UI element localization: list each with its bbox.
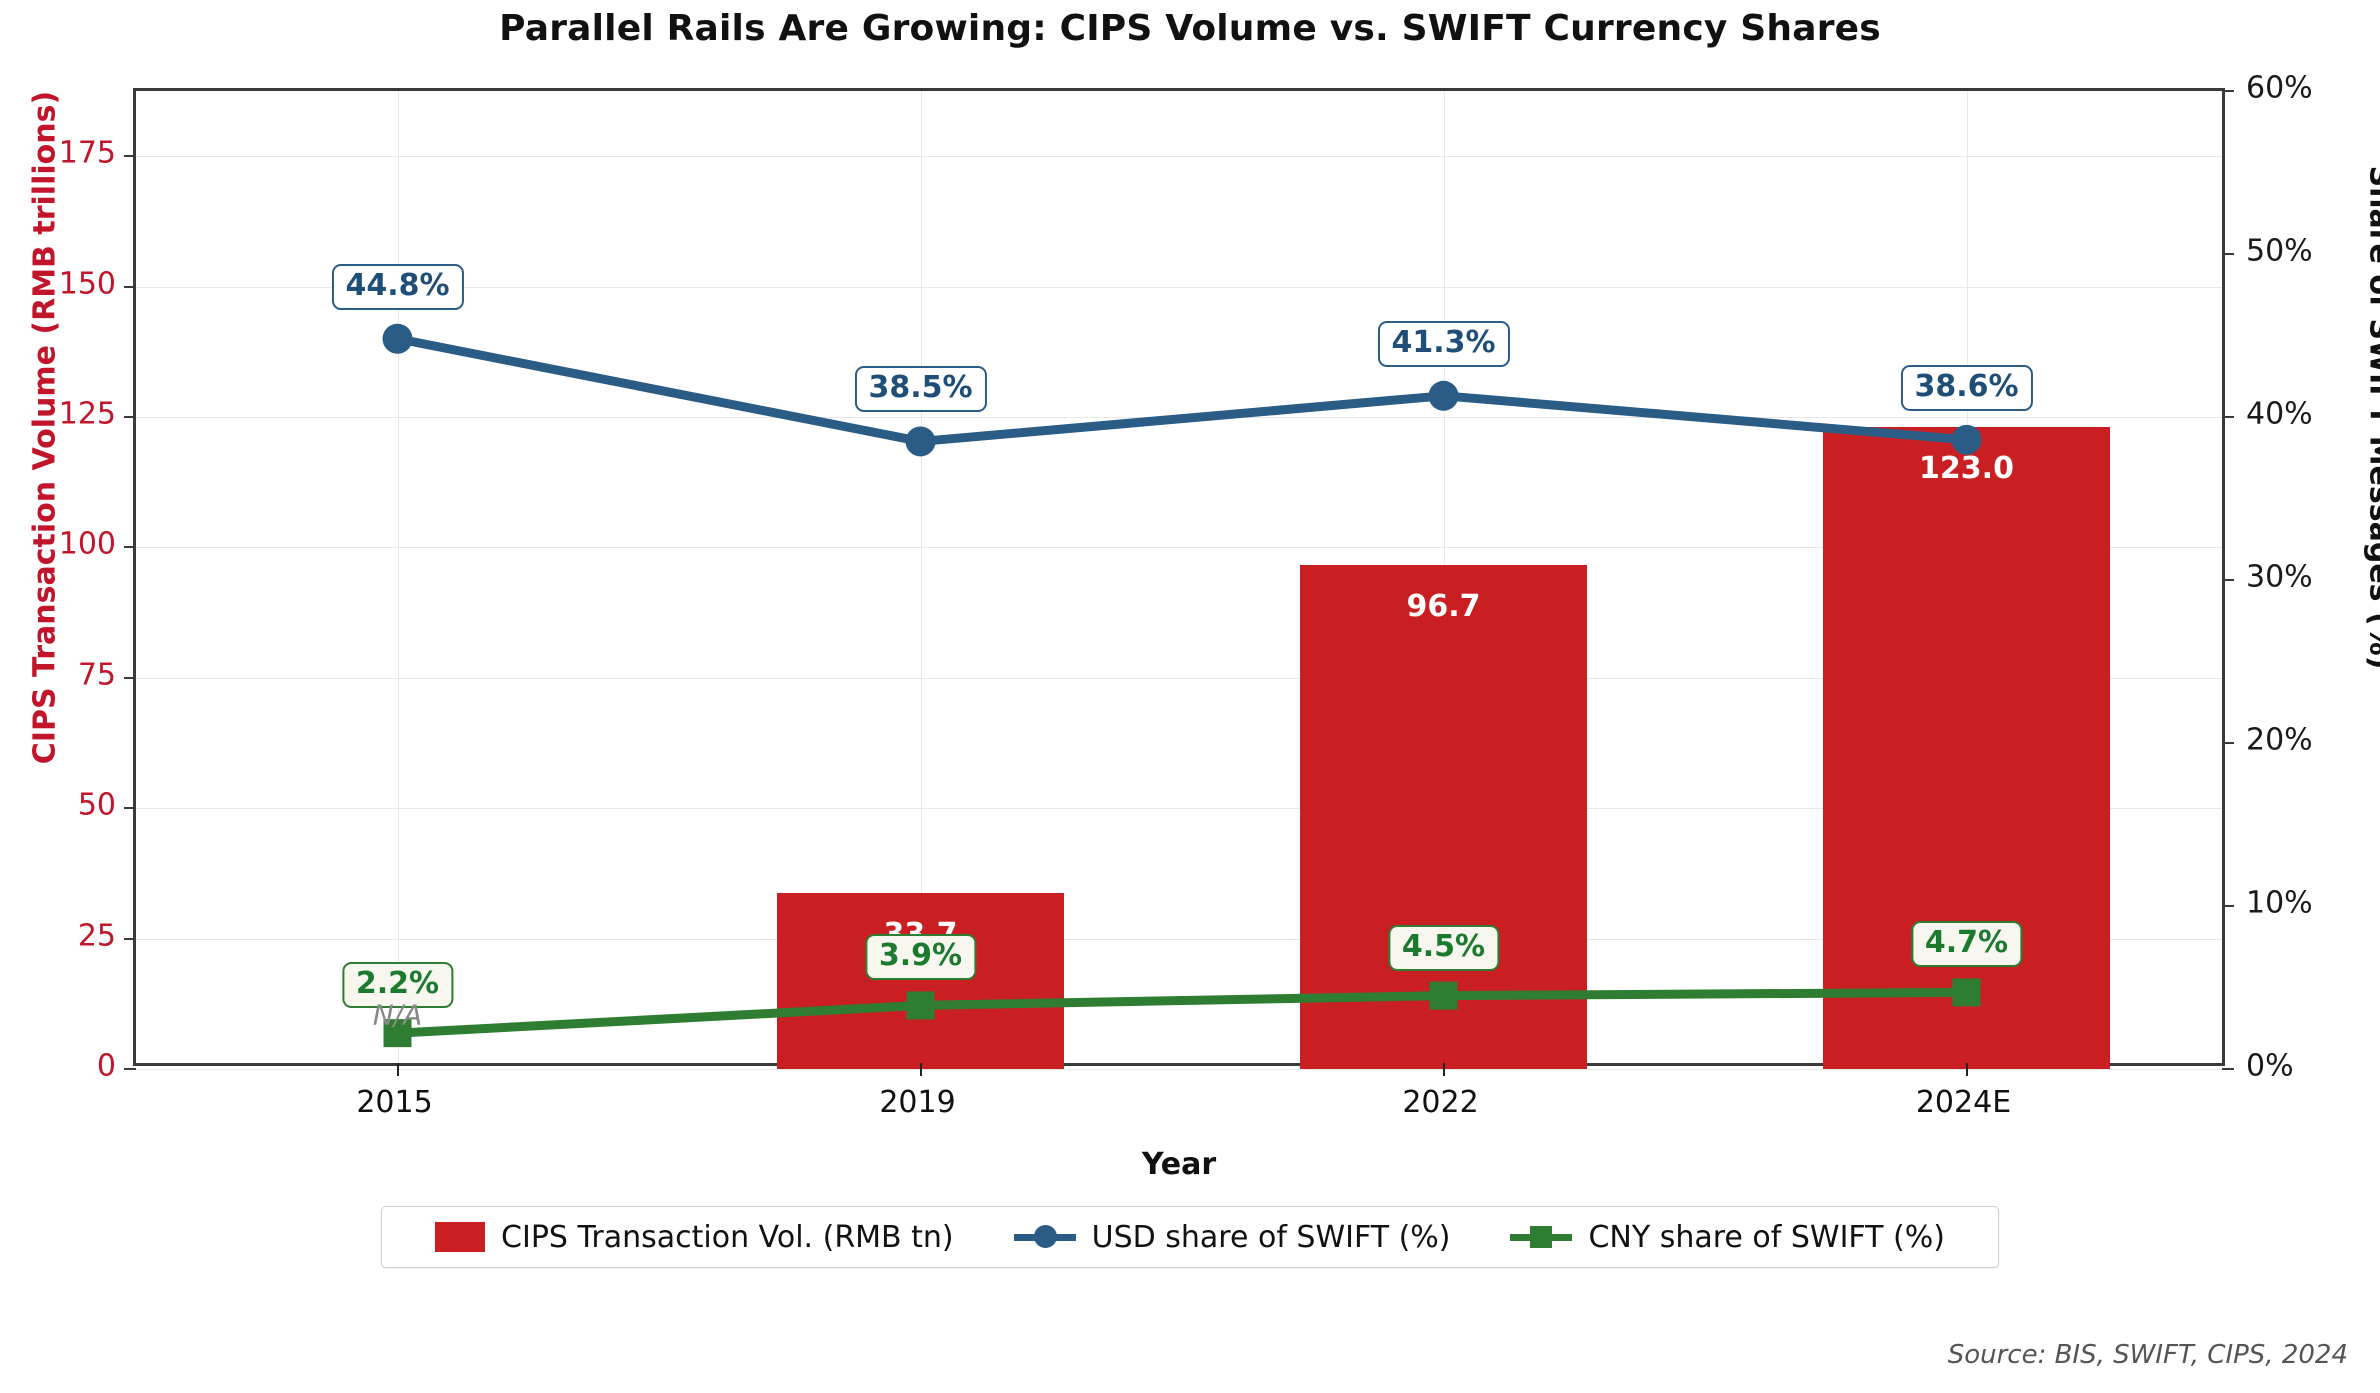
right-axis-tick-label: 40% bbox=[2246, 396, 2313, 432]
line-series-layer bbox=[382, 323, 1982, 1048]
left-axis-tick-label: 150 bbox=[58, 266, 116, 302]
marker-cny-2019[interactable] bbox=[906, 991, 935, 1020]
right-tick-mark bbox=[2222, 579, 2234, 581]
legend-item-cny[interactable]: CNY share of SWIFT (%) bbox=[1510, 1219, 1945, 1255]
left-tick-mark bbox=[124, 807, 136, 810]
left-tick-mark bbox=[124, 155, 136, 158]
chart-title: Parallel Rails Are Growing: CIPS Volume … bbox=[499, 8, 1881, 49]
right-axis-tick-label: 50% bbox=[2246, 233, 2313, 269]
gridline-horizontal bbox=[136, 286, 2222, 288]
legend-label: CNY share of SWIFT (%) bbox=[1588, 1219, 1945, 1255]
right-axis-tick-label: 30% bbox=[2246, 559, 2313, 595]
x-axis-title: Year bbox=[1141, 1147, 1217, 1182]
marker-usd-2024E[interactable] bbox=[1951, 424, 1982, 455]
bar-2019[interactable] bbox=[776, 893, 1065, 1069]
legend-label: USD share of SWIFT (%) bbox=[1091, 1219, 1451, 1255]
x-tick-mark bbox=[1965, 1063, 1968, 1076]
gridline-vertical bbox=[920, 91, 922, 1063]
legend-swatch-line-icon bbox=[1510, 1225, 1573, 1249]
right-tick-mark bbox=[2222, 1068, 2234, 1070]
marker-usd-2015[interactable] bbox=[382, 323, 413, 354]
left-axis-tick-label: 100 bbox=[58, 526, 116, 562]
x-axis-tick-label-2015: 2015 bbox=[356, 1085, 433, 1120]
line-cny bbox=[393, 987, 1971, 1038]
right-tick-mark bbox=[2222, 253, 2234, 255]
plot-area: 33.796.7123.044.8%38.5%41.3%38.6%2.2%3.9… bbox=[124, 88, 2234, 1076]
gridline-horizontal bbox=[136, 677, 2222, 679]
left-axis-tick-label: 75 bbox=[77, 657, 116, 693]
legend-marker-circle-icon bbox=[1033, 1225, 1057, 1248]
right-axis-tick-label: 10% bbox=[2246, 885, 2313, 921]
right-tick-mark bbox=[2222, 905, 2234, 907]
x-axis-tick-label-2022: 2022 bbox=[1402, 1085, 1479, 1120]
marker-usd-2022[interactable] bbox=[1428, 380, 1459, 411]
usd-value-label-2019: 38.5% bbox=[854, 366, 987, 413]
cny-value-label-2024E: 4.7% bbox=[1910, 921, 2023, 968]
right-axis-tick-label: 60% bbox=[2246, 70, 2313, 106]
usd-value-label-2022: 41.3% bbox=[1377, 320, 1510, 367]
left-tick-mark bbox=[124, 937, 136, 940]
marker-cny-2024E[interactable] bbox=[1952, 978, 1981, 1007]
line-usd bbox=[393, 334, 1971, 446]
left-axis-tick-label: 25 bbox=[77, 918, 116, 954]
legend-item-usd[interactable]: USD share of SWIFT (%) bbox=[1013, 1219, 1451, 1255]
left-axis-tick-label: 125 bbox=[58, 396, 116, 432]
right-tick-mark bbox=[2222, 90, 2234, 92]
legend-swatch-line-icon bbox=[1013, 1225, 1076, 1249]
legend-swatch-bar-icon bbox=[435, 1222, 486, 1252]
gridline-vertical bbox=[397, 91, 399, 1063]
left-axis-tick-label: 0 bbox=[96, 1048, 116, 1084]
legend-item-cips[interactable]: CIPS Transaction Vol. (RMB tn) bbox=[435, 1220, 954, 1255]
chart-legend[interactable]: CIPS Transaction Vol. (RMB tn) USD share … bbox=[381, 1206, 1999, 1268]
gridline-horizontal bbox=[136, 1069, 2222, 1070]
bar-value-label-2024E: 123.0 bbox=[1919, 451, 2014, 487]
cny-value-label-2015: 2.2% bbox=[341, 962, 454, 1009]
marker-cny-2015[interactable] bbox=[383, 1019, 412, 1048]
left-tick-mark bbox=[124, 285, 136, 288]
legend-marker-square-icon bbox=[1530, 1226, 1553, 1248]
gridline-horizontal bbox=[136, 938, 2222, 940]
bar-value-label-2022: 96.7 bbox=[1406, 588, 1481, 624]
source-note: Source: BIS, SWIFT, CIPS, 2024 bbox=[1947, 1340, 2348, 1370]
usd-value-label-2015: 44.8% bbox=[331, 263, 464, 310]
right-axis-tick-label: 0% bbox=[2246, 1048, 2294, 1084]
gridline-horizontal bbox=[136, 808, 2222, 810]
left-axis-tick-label: 175 bbox=[58, 135, 116, 171]
marker-cny-2022[interactable] bbox=[1429, 981, 1458, 1010]
x-tick-mark bbox=[396, 1063, 399, 1076]
right-tick-mark bbox=[2222, 416, 2234, 418]
left-tick-mark bbox=[124, 546, 136, 549]
cny-value-label-2022: 4.5% bbox=[1387, 924, 1500, 971]
left-axis-tick-label: 50 bbox=[77, 787, 116, 823]
cny-value-label-2019: 3.9% bbox=[864, 934, 977, 981]
na-annotation-2015: N/A bbox=[372, 998, 423, 1032]
x-axis-tick-label-2019: 2019 bbox=[879, 1085, 956, 1120]
gridline-horizontal bbox=[136, 547, 2222, 549]
usd-value-label-2024E: 38.6% bbox=[1900, 364, 2033, 411]
legend-label: CIPS Transaction Vol. (RMB tn) bbox=[501, 1219, 954, 1255]
left-tick-mark bbox=[124, 1068, 136, 1070]
right-axis-tick-label: 20% bbox=[2246, 722, 2313, 758]
gridline-horizontal bbox=[136, 156, 2222, 158]
x-axis-tick-label-2024E: 2024E bbox=[1915, 1085, 2012, 1120]
x-tick-mark bbox=[919, 1063, 922, 1076]
marker-usd-2019[interactable] bbox=[905, 426, 936, 457]
left-tick-mark bbox=[124, 676, 136, 679]
right-tick-mark bbox=[2222, 742, 2234, 744]
left-tick-mark bbox=[124, 416, 136, 418]
x-tick-mark bbox=[1442, 1063, 1445, 1076]
